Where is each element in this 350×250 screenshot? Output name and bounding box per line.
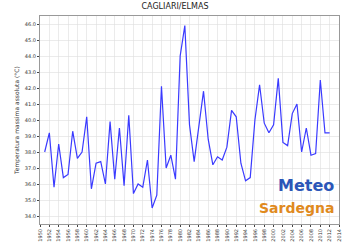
svg-text:2010: 2010 bbox=[317, 229, 323, 242]
svg-text:1962: 1962 bbox=[93, 229, 99, 242]
svg-text:46.0: 46.0 bbox=[25, 21, 36, 27]
svg-text:2006: 2006 bbox=[298, 229, 304, 242]
svg-text:1982: 1982 bbox=[186, 229, 192, 242]
svg-text:2008: 2008 bbox=[308, 229, 314, 242]
svg-text:41.0: 41.0 bbox=[25, 101, 36, 107]
svg-text:2012: 2012 bbox=[326, 229, 332, 242]
svg-text:1990: 1990 bbox=[224, 229, 230, 242]
svg-text:2000: 2000 bbox=[270, 229, 276, 242]
svg-text:1974: 1974 bbox=[149, 229, 155, 242]
svg-text:1964: 1964 bbox=[102, 229, 108, 242]
svg-text:1992: 1992 bbox=[233, 229, 239, 242]
svg-text:1980: 1980 bbox=[177, 229, 183, 242]
svg-text:36.0: 36.0 bbox=[25, 181, 36, 187]
svg-text:1984: 1984 bbox=[195, 229, 201, 242]
svg-text:1976: 1976 bbox=[158, 229, 164, 242]
svg-text:34.0: 34.0 bbox=[25, 213, 36, 219]
svg-text:1950: 1950 bbox=[37, 229, 43, 242]
svg-text:2014: 2014 bbox=[336, 229, 342, 242]
svg-text:1994: 1994 bbox=[242, 229, 248, 242]
svg-text:1968: 1968 bbox=[121, 229, 127, 242]
svg-text:1966: 1966 bbox=[111, 229, 117, 242]
svg-text:44.0: 44.0 bbox=[25, 53, 36, 59]
svg-text:Sardegna: Sardegna bbox=[259, 200, 334, 216]
svg-text:2002: 2002 bbox=[280, 229, 286, 242]
svg-text:1954: 1954 bbox=[55, 229, 61, 242]
svg-text:1972: 1972 bbox=[139, 229, 145, 242]
svg-text:42.0: 42.0 bbox=[25, 85, 36, 91]
svg-text:2004: 2004 bbox=[289, 229, 295, 242]
svg-text:CAGLIARI/ELMAS: CAGLIARI/ELMAS bbox=[142, 2, 209, 11]
svg-text:45.0: 45.0 bbox=[25, 37, 36, 43]
svg-text:Meteo: Meteo bbox=[278, 176, 334, 195]
svg-text:43.0: 43.0 bbox=[25, 69, 36, 75]
svg-text:37.0: 37.0 bbox=[25, 165, 36, 171]
svg-text:39.0: 39.0 bbox=[25, 133, 36, 139]
svg-text:1978: 1978 bbox=[167, 229, 173, 242]
svg-text:40.0: 40.0 bbox=[25, 117, 36, 123]
svg-text:1960: 1960 bbox=[83, 229, 89, 242]
svg-text:1958: 1958 bbox=[74, 229, 80, 242]
svg-text:1986: 1986 bbox=[205, 229, 211, 242]
svg-text:1998: 1998 bbox=[261, 229, 267, 242]
svg-text:38.0: 38.0 bbox=[25, 149, 36, 155]
svg-text:35.0: 35.0 bbox=[25, 197, 36, 203]
svg-text:1970: 1970 bbox=[130, 229, 136, 242]
svg-text:1988: 1988 bbox=[214, 229, 220, 242]
svg-text:1952: 1952 bbox=[46, 229, 52, 242]
svg-text:1956: 1956 bbox=[65, 229, 71, 242]
svg-text:1996: 1996 bbox=[252, 229, 258, 242]
svg-text:Temperatura massima assoluta (: Temperatura massima assoluta (°C) bbox=[13, 66, 21, 175]
